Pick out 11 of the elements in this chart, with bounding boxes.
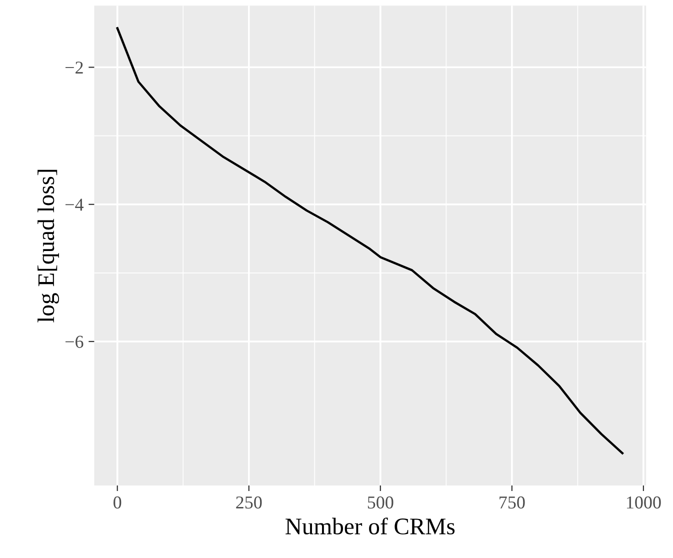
y-tick-label: −6 bbox=[65, 336, 84, 348]
x-tick-label: 250 bbox=[236, 496, 262, 509]
x-tick-label: 1000 bbox=[626, 496, 661, 509]
x-axis-title: Number of CRMs bbox=[286, 518, 455, 534]
x-tick-label: 500 bbox=[368, 496, 394, 509]
x-tick-label: 0 bbox=[114, 496, 122, 509]
y-axis-title: log E[quad loss] bbox=[38, 170, 60, 322]
x-tick-label: 750 bbox=[500, 496, 525, 509]
y-tick-label: −2 bbox=[65, 62, 83, 74]
line-series bbox=[116, 27, 624, 454]
y-tick-label: −4 bbox=[65, 198, 84, 211]
